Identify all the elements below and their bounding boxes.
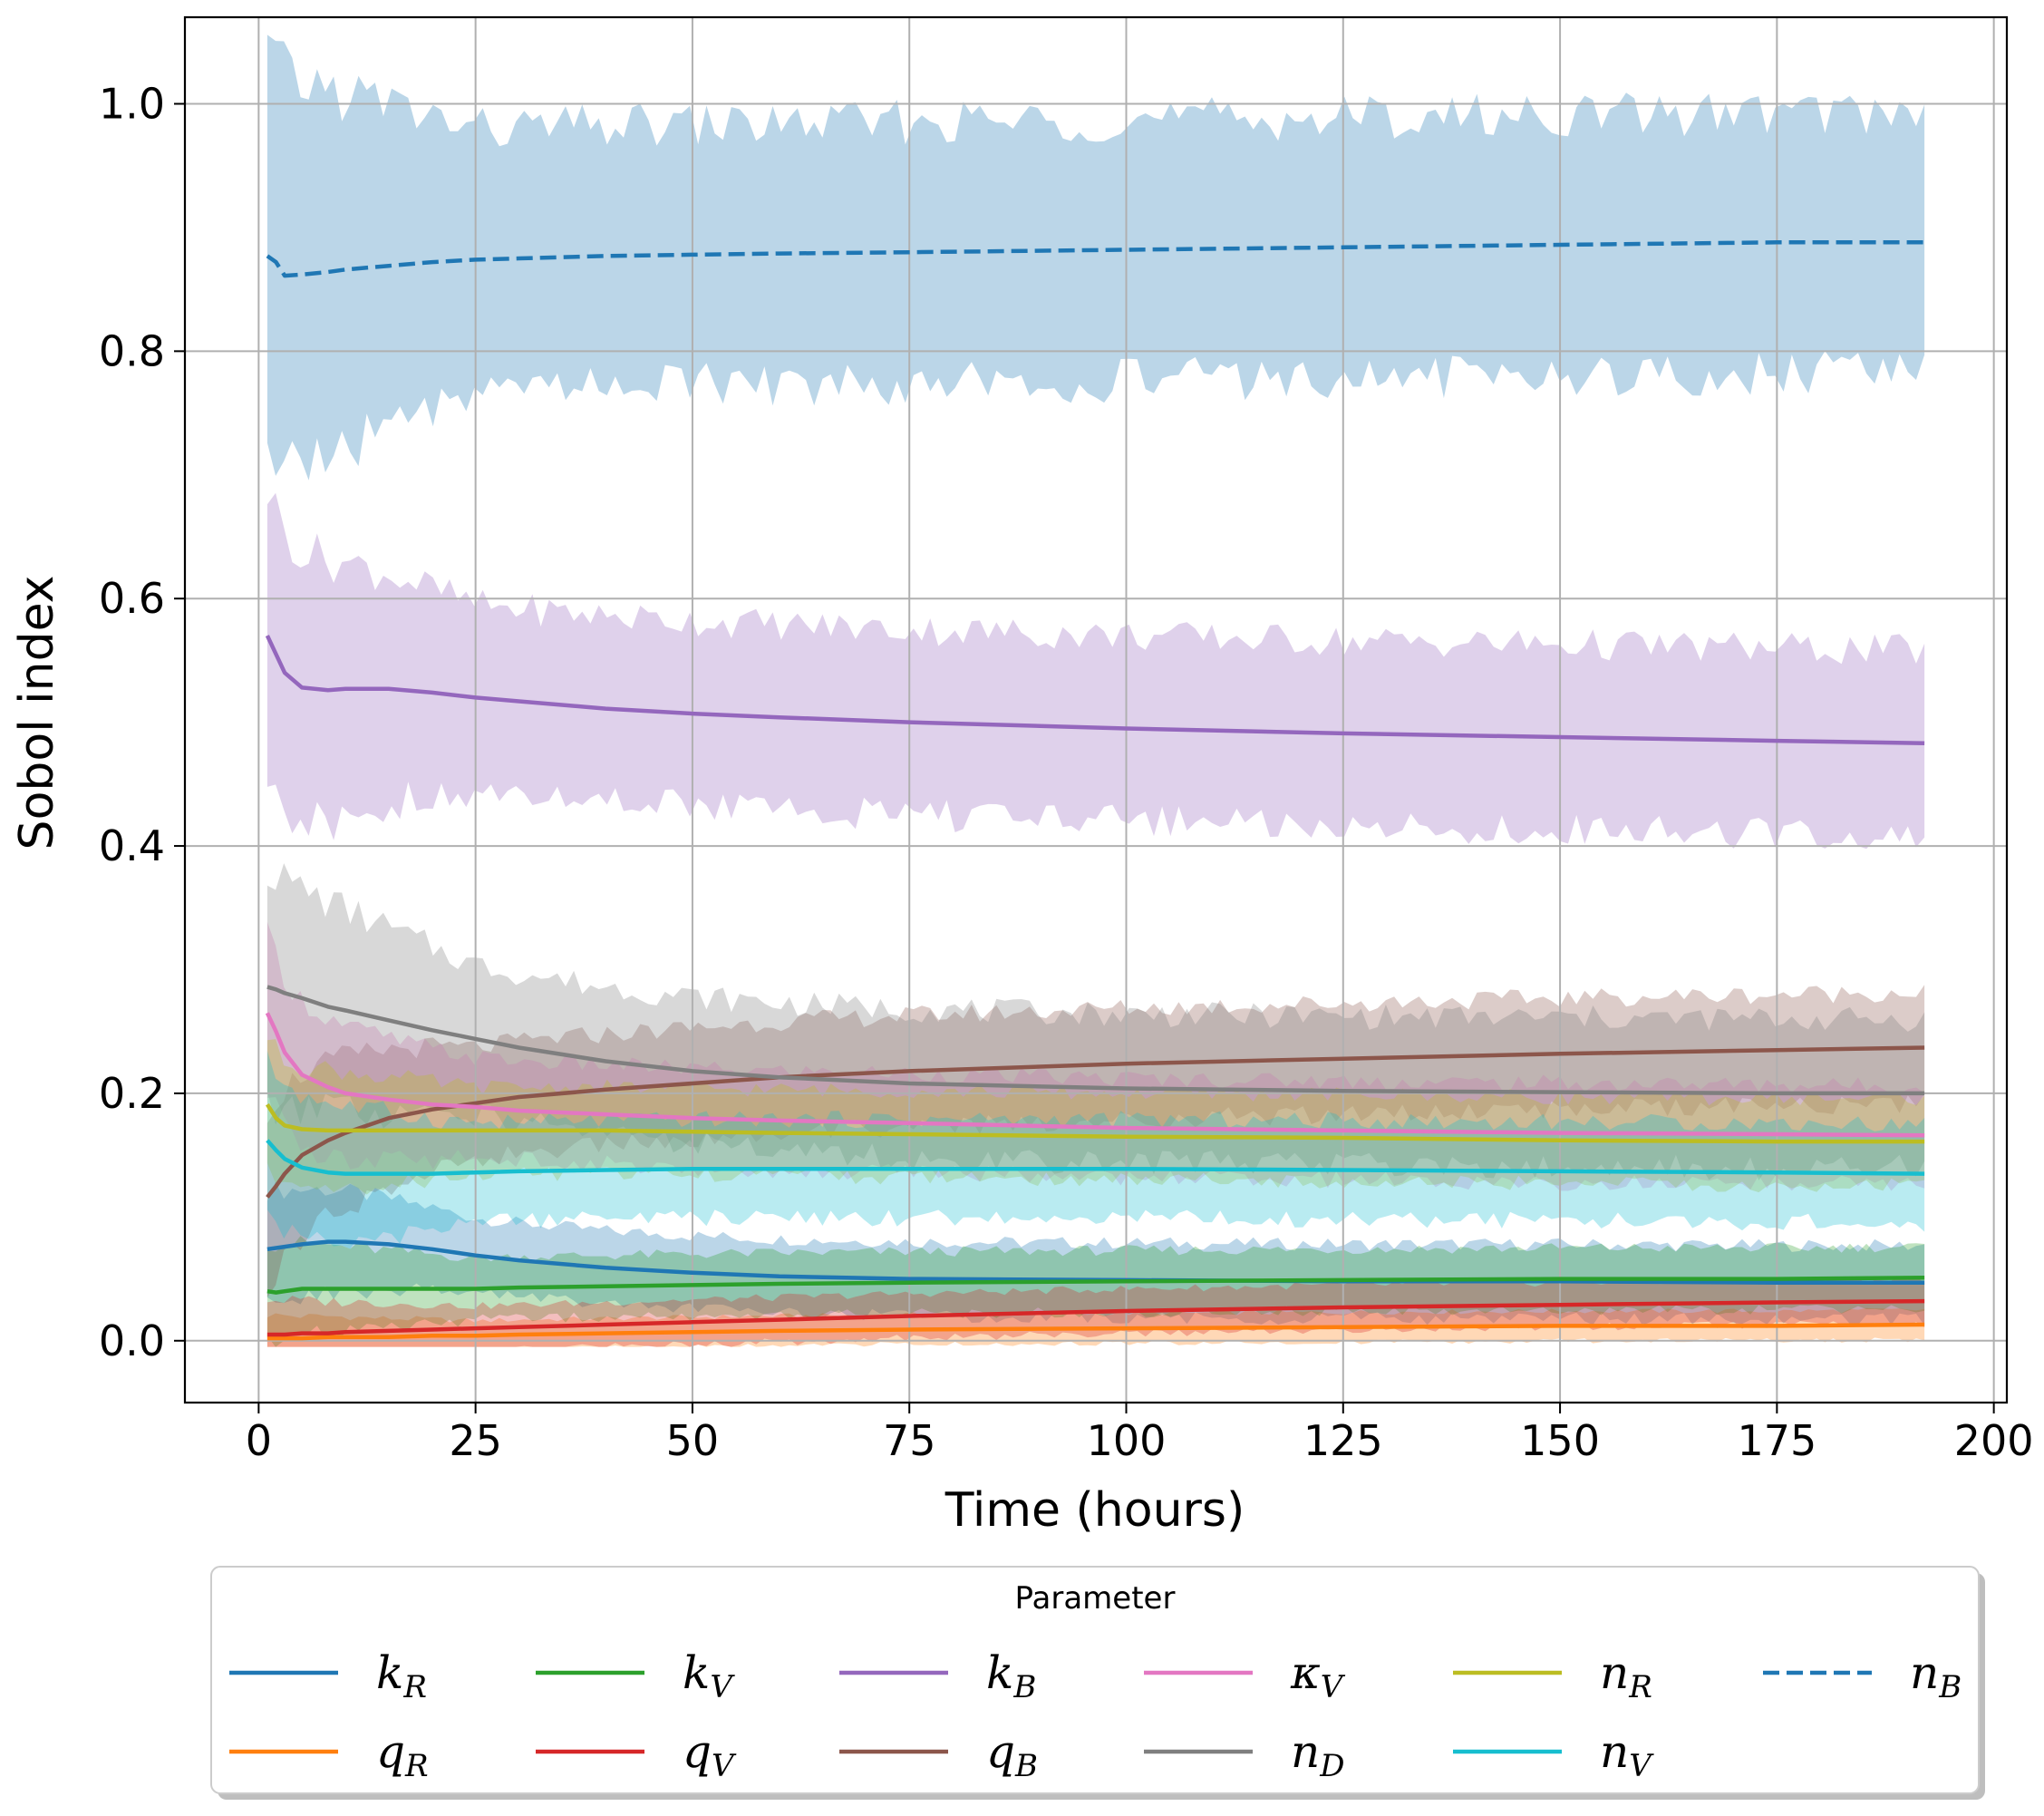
legend-label-n-b: nB	[1910, 1646, 1962, 1705]
band-n-b	[266, 34, 1925, 481]
legend-label-n-v: nV	[1600, 1725, 1654, 1784]
y-axis-ticks: 0.0 0.2 0.4 0.6 0.8 1.0	[99, 80, 185, 1365]
legend-label-k-v: kV	[683, 1646, 735, 1705]
legend-label-k-b: kB	[986, 1646, 1036, 1705]
series-line-n-r	[266, 1102, 1925, 1144]
legend-label-q-v: qV	[683, 1725, 737, 1784]
band-k-r	[266, 1181, 1925, 1326]
band-k-v	[266, 1236, 1925, 1347]
band-k-b	[266, 492, 1925, 850]
y-tick-label: 0.2	[99, 1069, 165, 1118]
series-line-q-v	[266, 1298, 1925, 1337]
band-n-r	[266, 1039, 1925, 1195]
x-tick-label: 125	[1303, 1416, 1383, 1465]
y-tick-label: 1.0	[99, 80, 165, 129]
x-tick-label: 200	[1954, 1416, 2034, 1465]
band-q-b	[266, 985, 1925, 1297]
x-tick-label: 25	[449, 1416, 502, 1465]
series-line-k-v	[266, 1275, 1925, 1295]
series-line-n-b-dashed	[266, 240, 1925, 278]
x-axis-label: Time (hours)	[945, 1483, 1245, 1538]
legend: Parameter kR qR kV qV kB qB κV nD nR nV nB	[210, 1566, 1985, 1800]
x-axis-ticks: 0 25 50 75 100 125 150 175 200	[246, 1403, 2034, 1465]
series-line-n-d	[266, 985, 1925, 1096]
band-kappa-v	[266, 921, 1925, 1191]
legend-label-n-d: nD	[1291, 1725, 1344, 1784]
y-axis-label: Sobol index	[10, 576, 64, 850]
y-tick-label: 0.8	[99, 326, 165, 375]
series-line-n-v	[266, 1139, 1925, 1176]
uncertainty-bands	[266, 34, 1925, 1347]
series-line-q-b	[266, 1045, 1925, 1199]
y-tick-label: 0.0	[99, 1316, 165, 1365]
legend-label-q-r: qR	[376, 1725, 429, 1784]
y-tick-label: 0.4	[99, 821, 165, 870]
x-tick-label: 150	[1520, 1416, 1600, 1465]
legend-label-k-r: kR	[376, 1646, 427, 1705]
series-lines	[265, 240, 1925, 1341]
x-tick-label: 0	[246, 1416, 272, 1465]
x-tick-label: 175	[1737, 1416, 1816, 1465]
series-line-kappa-v	[265, 1012, 1925, 1138]
band-n-d	[266, 863, 1925, 1180]
plot-frame	[183, 15, 2009, 1404]
legend-label-kappa-v: κV	[1290, 1646, 1346, 1705]
series-line-q-r	[266, 1322, 1925, 1341]
x-tick-label: 75	[883, 1416, 936, 1465]
x-tick-label: 100	[1087, 1416, 1167, 1465]
x-tick-label: 50	[666, 1416, 720, 1465]
series-line-k-b	[265, 635, 1925, 746]
legend-title: Parameter	[1015, 1580, 1176, 1617]
y-tick-label: 0.6	[99, 574, 165, 623]
legend-label-n-r: nR	[1600, 1646, 1652, 1705]
band-n-v	[266, 1051, 1925, 1249]
legend-label-q-b: qB	[986, 1725, 1038, 1784]
